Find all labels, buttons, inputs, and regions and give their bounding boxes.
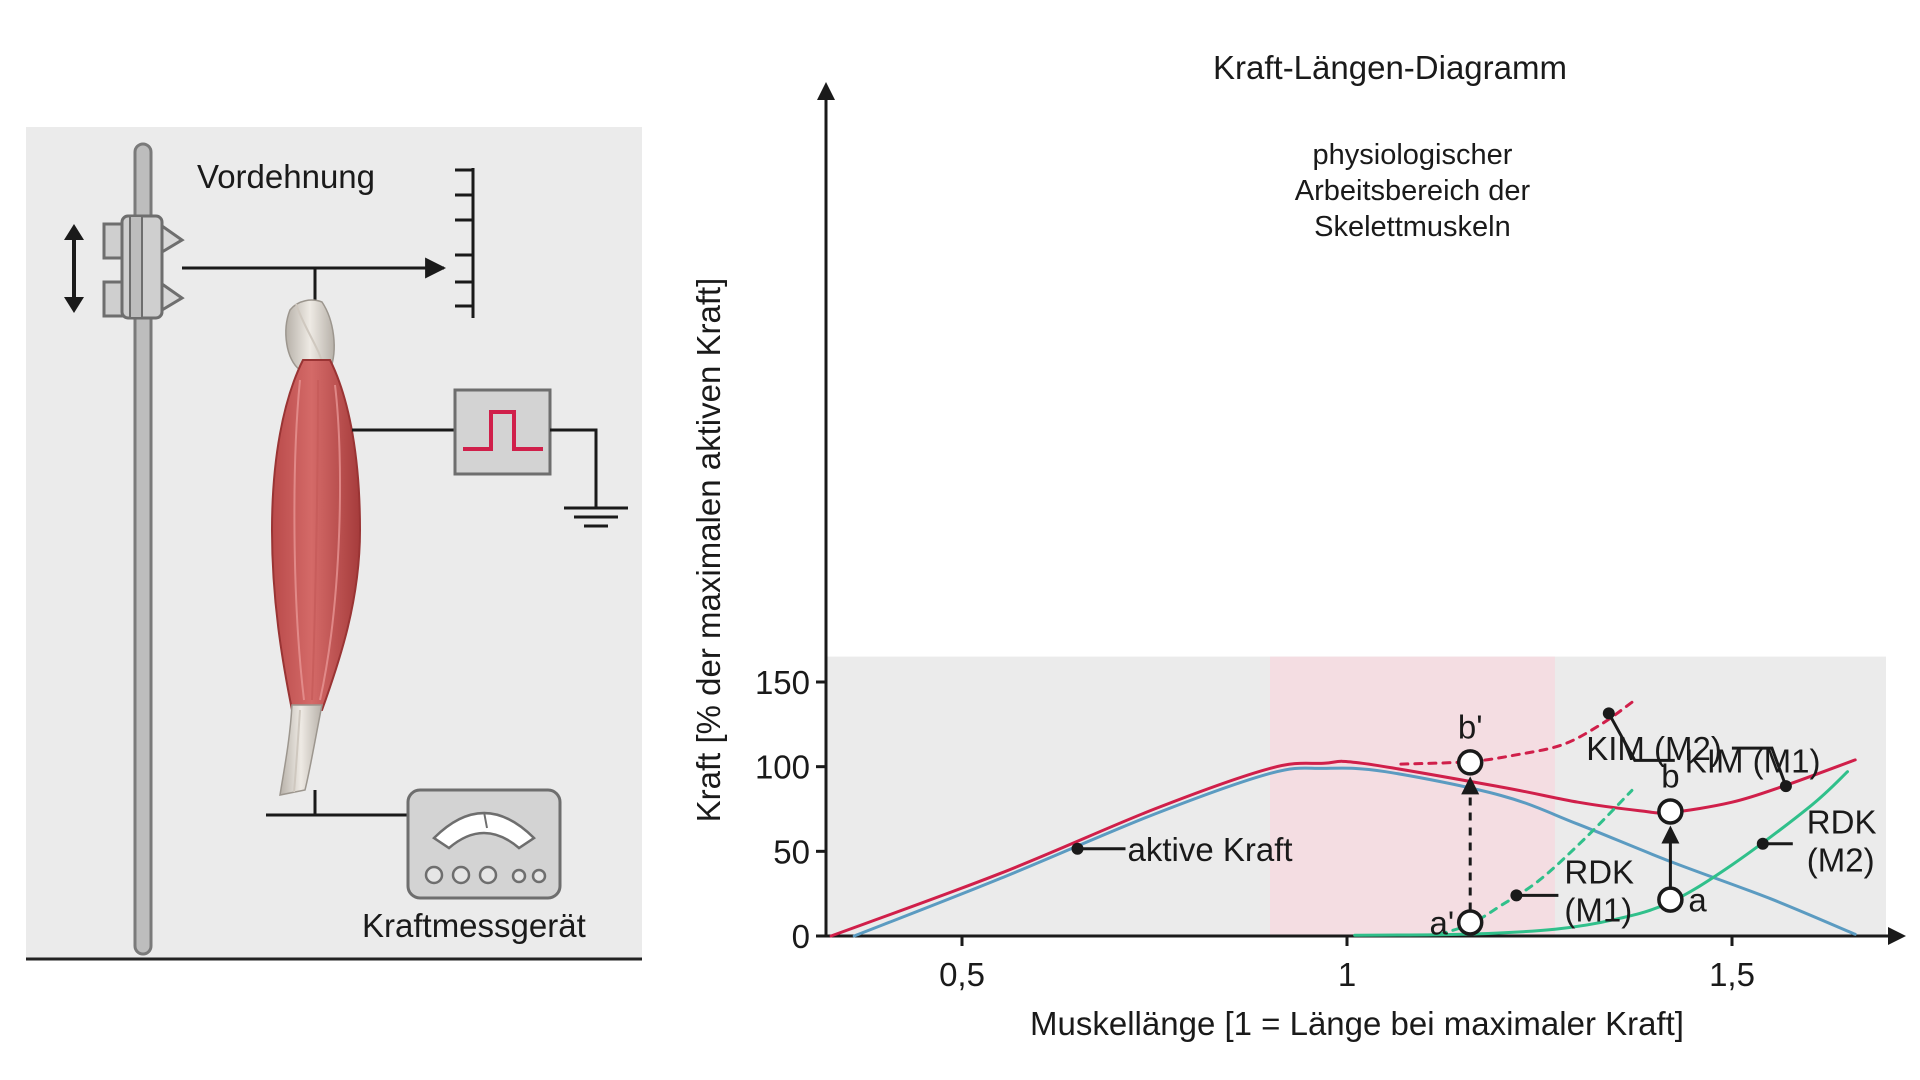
rdk-m2-label-line: RDK <box>1807 804 1877 841</box>
arrow-a-prime-to-b-prime-head <box>1461 776 1480 795</box>
range-label-line: Arbeitsbereich der <box>1295 175 1531 207</box>
kim-m2-label-leader <box>1731 746 1788 787</box>
point-b-prime-marker <box>1456 749 1484 776</box>
prestretch-label: Vordehnung <box>197 158 375 195</box>
force-meter-label: Kraftmessgerät <box>362 907 586 944</box>
x-tick-label: 0,5 <box>939 956 985 993</box>
point-b-prime-label: b' <box>1458 708 1483 745</box>
force-meter <box>406 788 562 900</box>
point-b-label: b <box>1661 758 1679 795</box>
y-axis-ticks: 0 50 100 150 <box>755 664 826 955</box>
ground-icon <box>564 506 628 528</box>
series-active-line <box>852 766 1857 938</box>
x-tick-label: 1,5 <box>1709 956 1755 993</box>
y-tick-label: 100 <box>755 749 810 786</box>
series-kim-m2-line <box>829 758 1857 938</box>
stimulator <box>453 388 552 476</box>
rdk-m1-label-line: RDK <box>1564 853 1634 890</box>
setup-panel: Vordehnung <box>26 127 642 961</box>
active-label-dot <box>1071 842 1084 855</box>
y-tick-label: 50 <box>773 833 810 870</box>
rdk-m1-label-line: (M1) <box>1564 891 1632 928</box>
kim-m1-label-dot <box>1602 707 1615 720</box>
active-label: aktive Kraft <box>1128 831 1293 868</box>
rdk-m2-label-dot <box>1756 837 1769 850</box>
rdk-m1-label-dot <box>1510 889 1523 902</box>
y-axis-label: Kraft [% der maximalen aktiven Kraft] <box>690 278 727 823</box>
kim-m2-label-dot <box>1779 780 1792 793</box>
y-tick-label: 150 <box>755 664 810 701</box>
point-a-label: a <box>1688 882 1707 919</box>
x-tick-label: 1 <box>1338 956 1356 993</box>
point-b-marker <box>1657 798 1684 825</box>
rdk-m2-label-line: (M2) <box>1807 842 1875 879</box>
arrow-a-to-b-head <box>1661 825 1680 844</box>
state-points: a b a' b' <box>1430 708 1708 941</box>
stand-pole <box>133 142 153 956</box>
point-a-marker <box>1657 886 1684 913</box>
x-axis-ticks: 0,5 1 1,5 <box>939 936 1755 993</box>
series-rdk-m2-line <box>1353 770 1849 937</box>
muscle <box>270 299 362 796</box>
prestretch-scale <box>455 168 475 318</box>
clamp <box>102 214 185 320</box>
range-label-line: Skelettmuskeln <box>1314 211 1511 243</box>
kim-m1-label-leader <box>1607 712 1675 762</box>
kim-m2-label: KIM (M2) <box>1586 730 1722 767</box>
x-axis-arrowhead <box>1888 927 1906 945</box>
range-label-line: physiologischer <box>1313 139 1513 171</box>
adjust-double-arrow-icon <box>64 224 84 313</box>
physiological-range-label: physiologischer Arbeitsbereich der Skelett… <box>1295 139 1531 243</box>
ground-wire <box>550 428 598 508</box>
square-pulse-icon <box>463 410 543 451</box>
x-axis-label: Muskellänge [1 = Länge bei maximaler Kra… <box>1030 1005 1684 1042</box>
chart-title: Kraft-Längen-Diagramm <box>1213 49 1567 86</box>
chart: Kraft-Längen-Diagramm physiologischer Arb… <box>690 49 1906 1042</box>
y-axis-arrowhead <box>817 82 835 100</box>
point-a-prime-label: a' <box>1430 904 1455 941</box>
y-tick-label: 0 <box>792 918 810 955</box>
point-a-prime-marker <box>1456 909 1484 936</box>
transition-arrows <box>1461 776 1680 911</box>
